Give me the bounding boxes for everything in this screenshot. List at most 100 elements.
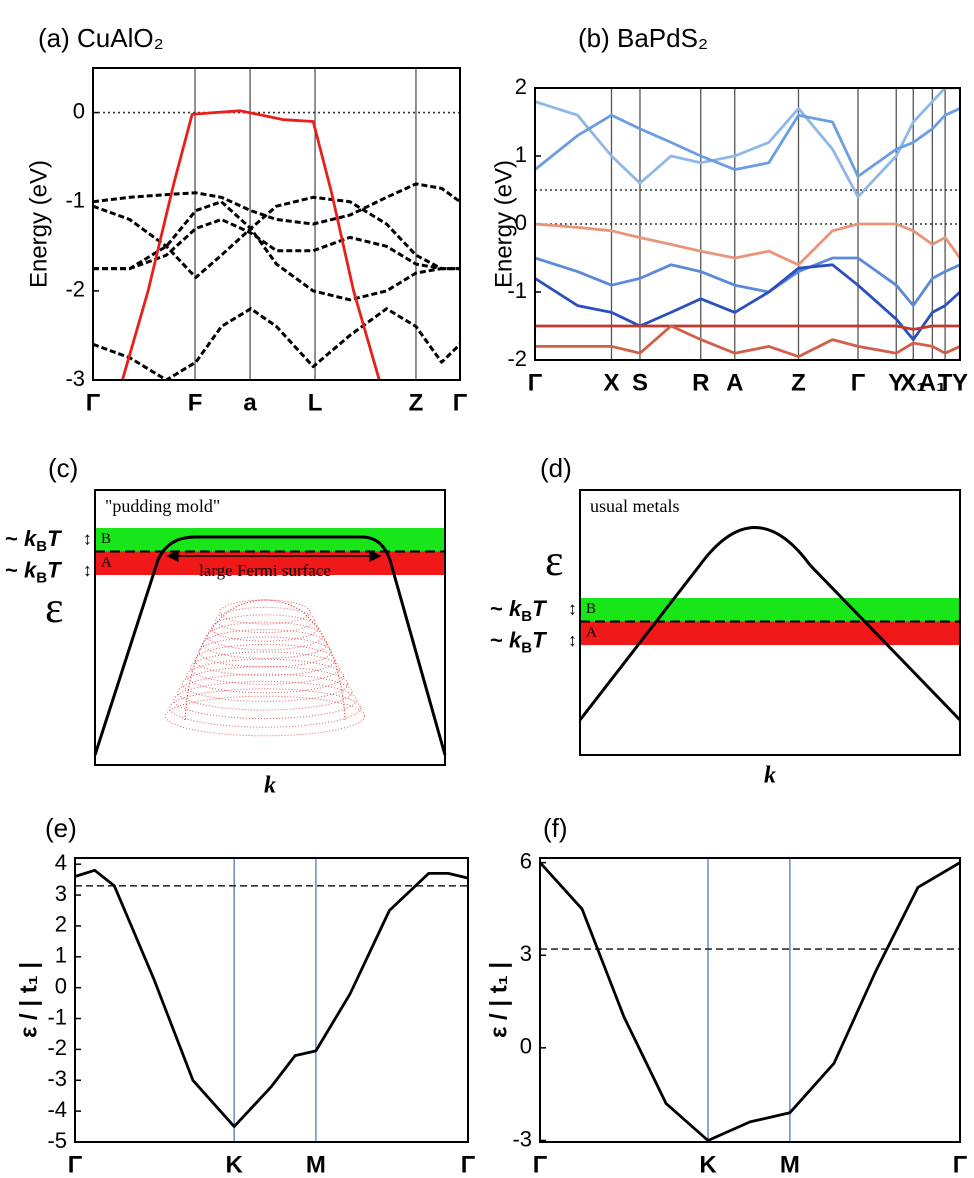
kbt-part: k <box>509 596 523 621</box>
y-tick-label: 3 <box>520 941 532 966</box>
kbt-part: ~ <box>490 596 509 621</box>
x-tick-label: Γ <box>453 389 468 416</box>
caption: "pudding mold" <box>105 496 220 516</box>
y-tick-label: 6 <box>520 848 532 873</box>
band-line <box>535 222 960 267</box>
kbt-part: k <box>24 526 38 551</box>
plot-frame <box>92 67 461 381</box>
y-tick-label: -2 <box>65 277 85 302</box>
y-tick-label: -5 <box>47 1128 67 1153</box>
kbt-part: T <box>47 557 62 582</box>
x-tick-label: K <box>699 1151 717 1178</box>
k-symbol: k <box>264 773 276 799</box>
x-tick-label: L <box>308 389 323 416</box>
band-line <box>540 861 960 1142</box>
x-tick-label: Γ <box>533 1151 548 1178</box>
kbt-part: ~ <box>5 557 24 582</box>
dome-dots <box>177 673 353 711</box>
y-tick-label: 1 <box>515 142 527 167</box>
dispersion-curve <box>578 526 962 722</box>
dome-dots <box>206 621 324 651</box>
dispersion-curve <box>93 535 447 756</box>
plot-frame <box>74 857 469 1143</box>
band-line <box>535 324 960 358</box>
y-axis-label: Energy (eV) <box>25 160 52 288</box>
y-tick-label: -4 <box>47 1097 67 1122</box>
panel-label: (d) <box>540 453 572 483</box>
x-tick-label: Z <box>791 369 806 396</box>
band-line <box>93 200 460 302</box>
x-tick-label: Γ <box>68 1151 83 1178</box>
y-tick-label: -3 <box>47 1066 67 1091</box>
dome-dots <box>181 666 349 702</box>
green-band <box>95 528 445 552</box>
x-tick-label: X <box>603 369 619 396</box>
x-tick-label: K <box>225 1151 243 1178</box>
x-tick-label: Γ <box>953 1151 968 1178</box>
dome-dots <box>194 643 336 677</box>
kbt-label: ~ kBT <box>490 596 547 625</box>
band-line <box>535 88 960 199</box>
y-tick-label: -2 <box>47 1035 67 1060</box>
caption: usual metals <box>590 496 679 516</box>
y-tick-label: 2 <box>515 74 527 99</box>
x-tick-label: Γ <box>528 369 543 396</box>
panel-title: (a) CuAlO₂ <box>38 23 164 53</box>
red-band <box>580 621 960 645</box>
kbt-part: k <box>24 557 38 582</box>
dome-dots <box>215 606 315 634</box>
kbt-part: ~ <box>5 526 24 551</box>
kbt-part: B <box>36 538 47 555</box>
y-axis-label: Energy (eV) <box>490 160 517 288</box>
y-tick-label: -1 <box>507 278 527 303</box>
frame <box>94 489 446 766</box>
x-tick-label: M <box>306 1151 326 1178</box>
kbt-label: ~ kBT <box>5 557 62 586</box>
kbt-arrow: ↕ <box>568 599 577 619</box>
band-line <box>93 218 460 271</box>
y-tick-label: -3 <box>65 366 85 391</box>
panel-title: (b) BaPdS₂ <box>578 23 708 53</box>
dome-dots <box>219 599 311 625</box>
y-axis-label: ε / | t₁ | <box>15 962 42 1038</box>
y-axis-label: ε / | t₁ | <box>485 962 512 1038</box>
kbt-arrow: ↕ <box>83 560 92 580</box>
dome-dots <box>185 658 345 694</box>
band-label: A <box>586 625 597 641</box>
kbt-part: k <box>509 627 523 652</box>
kbt-part: T <box>532 627 547 652</box>
x-tick-label: Γ <box>461 1151 476 1178</box>
kbt-label: ~ kBT <box>490 627 547 656</box>
panel-title: (e) <box>45 813 77 843</box>
y-tick-label: -1 <box>47 1004 67 1029</box>
x-tick-label: Γ <box>86 389 101 416</box>
kbt-part: ~ <box>490 627 509 652</box>
kbt-label: ~ kBT <box>5 526 62 555</box>
band-label: A <box>101 555 112 571</box>
plot-frame <box>534 87 961 361</box>
x-tick-label: T <box>938 369 953 396</box>
band-line <box>535 107 960 178</box>
green-band <box>580 598 960 622</box>
energy-symbol: ε <box>45 583 63 632</box>
band-line <box>535 324 960 331</box>
fermi-note: large Fermi surface <box>199 561 331 580</box>
kbt-part: T <box>47 526 62 551</box>
kbt-part: B <box>521 639 532 656</box>
band-line <box>75 868 468 1128</box>
band-label: B <box>101 531 111 547</box>
x-tick-label: F <box>188 389 203 416</box>
band-line <box>121 109 381 380</box>
x-tick-label: M <box>780 1151 800 1178</box>
x-tick-label: Z <box>409 389 424 416</box>
y-tick-label: 0 <box>55 973 67 998</box>
y-tick-label: 0 <box>520 1034 532 1059</box>
dome-dots <box>169 688 361 728</box>
panel-label: (c) <box>48 453 78 483</box>
band-line <box>93 307 460 380</box>
dome-dots <box>164 695 366 737</box>
band-line <box>93 195 460 279</box>
dome-outline <box>184 599 346 721</box>
x-tick-label: Y <box>888 369 904 396</box>
